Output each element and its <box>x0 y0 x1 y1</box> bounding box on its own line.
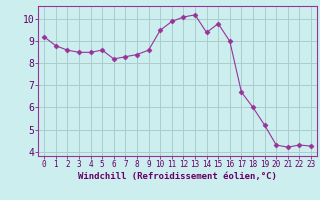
X-axis label: Windchill (Refroidissement éolien,°C): Windchill (Refroidissement éolien,°C) <box>78 172 277 181</box>
